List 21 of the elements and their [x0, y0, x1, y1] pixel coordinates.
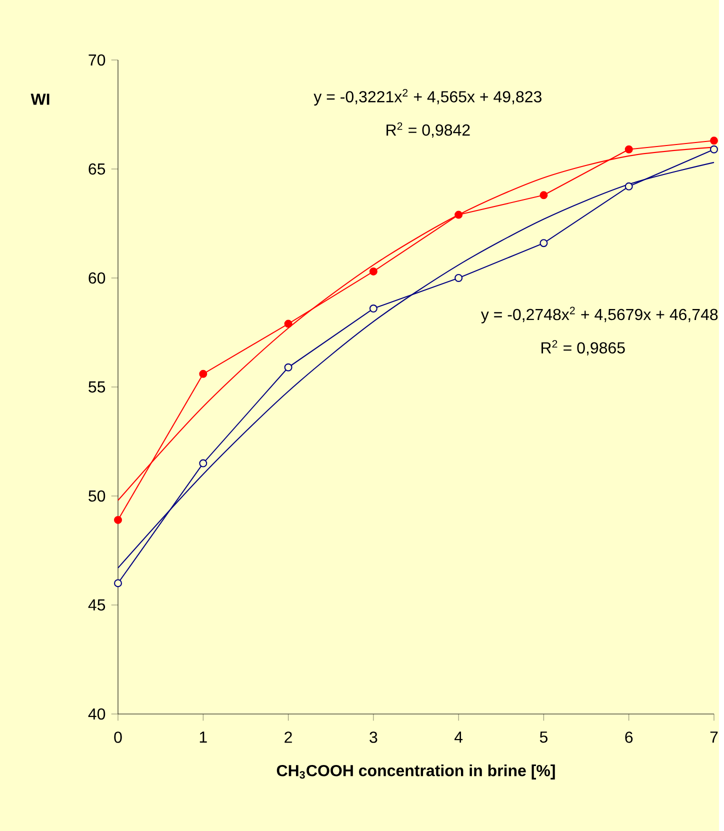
y-tick-label: 45 [88, 599, 106, 611]
x-tick-label: 1 [200, 732, 207, 743]
y-tick-label: 65 [88, 163, 106, 175]
annotation: R$^{2}$ = 0,9865 [542, 340, 625, 356]
x-axis-title: CH$_{3}$COOH concentration in brine [%] [277, 764, 555, 780]
y-axis-title: WI [30, 94, 50, 105]
x-tick-label: 2 [284, 732, 292, 743]
y-tick-label: 55 [88, 381, 106, 393]
y-tick-label: 50 [88, 490, 106, 502]
annotation: R$^{2}$ = 0,9842 [386, 122, 470, 138]
x-tick-label: 0 [114, 732, 122, 743]
x-tick-label: 4 [454, 732, 463, 743]
annotation: y = -0,3221x$^{2}$ + 4,565x + 49,823 [314, 88, 542, 106]
y-tick-label: 60 [88, 272, 106, 284]
y-tick-label: 70 [88, 54, 106, 66]
x-tick-label: 6 [625, 732, 633, 743]
x-tick-label: 3 [370, 732, 378, 743]
annotation: y = -0,2748x$^{2}$ + 4,5679x + 46,748 [481, 306, 718, 324]
x-tick-label: 7 [710, 732, 718, 743]
x-tick-label: 5 [540, 732, 548, 743]
y-tick-label: 40 [88, 708, 106, 720]
